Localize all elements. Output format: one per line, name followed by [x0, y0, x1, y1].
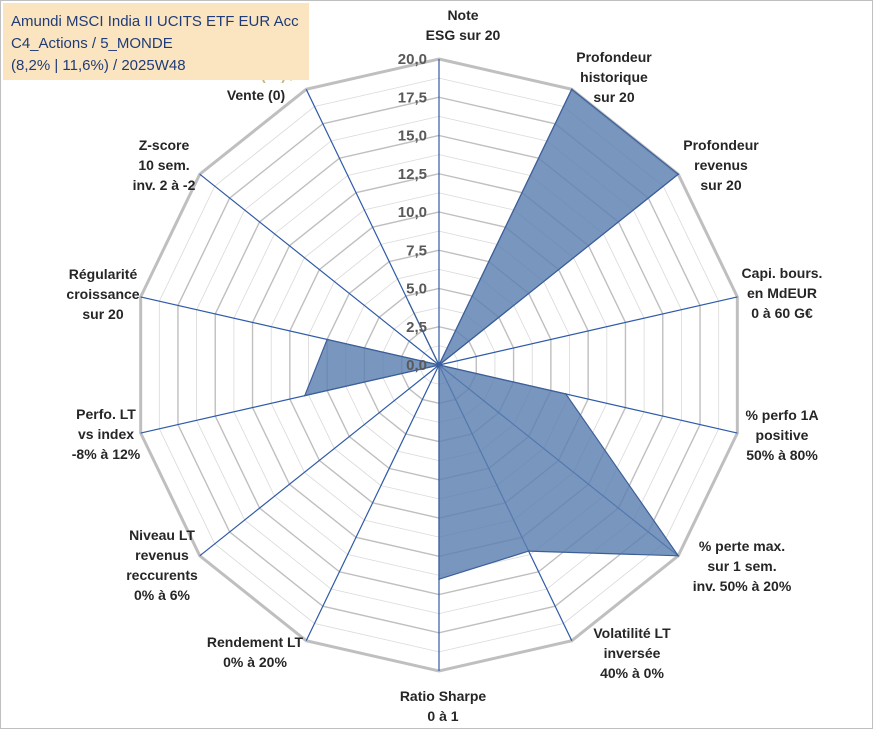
chart-title-box: Amundi MSCI India II UCITS ETF EUR Acc C…	[3, 3, 309, 80]
tick-label: 5,0	[406, 281, 427, 298]
data-point	[677, 173, 680, 176]
spoke-line	[199, 364, 440, 557]
data-point	[677, 554, 680, 557]
data-point	[303, 394, 306, 397]
axis-label: Volatilité LT inversée 40% à 0%	[593, 625, 671, 681]
tick-label: 12,5	[398, 166, 427, 183]
tick-label: 20,0	[398, 51, 427, 68]
axis-label: Capi. bours. en MdEUR 0 à 60 G€	[742, 265, 823, 321]
spoke-line	[199, 173, 440, 366]
title-line-3: (8,2% | 11,6%) / 2025W48	[11, 57, 186, 74]
title-line-1: Amundi MSCI India II UCITS ETF EUR Acc	[11, 13, 299, 30]
tick-label: 15,0	[398, 128, 427, 145]
axis-label: Niveau LT revenus reccurents 0% à 6%	[126, 527, 198, 603]
axis-label: % perte max. sur 1 sem. inv. 50% à 20%	[693, 538, 792, 594]
axis-label: Profondeur historique sur 20	[576, 49, 652, 105]
axis-labels: Note ESG sur 20 Profondeur historique sur 20…	[66, 7, 822, 724]
tick-label: 10,0	[398, 204, 427, 221]
axis-label: % perfo 1A positive 50% à 80%	[745, 407, 818, 463]
data-point	[438, 578, 440, 580]
data-point	[570, 88, 573, 91]
tick-label: 7,5	[406, 242, 427, 259]
axis-label: Régularité croissance sur 20	[66, 266, 139, 322]
axis-label: Ratio Sharpe 0 à 1	[400, 688, 487, 724]
title-line-2: C4_Actions / 5_MONDE	[11, 35, 173, 52]
radar-series	[303, 88, 680, 581]
data-point	[408, 302, 410, 304]
axis-label: Note ESG sur 20	[426, 7, 501, 43]
data-point	[527, 550, 530, 552]
spoke-line	[305, 364, 440, 641]
tick-label: 17,5	[398, 89, 427, 106]
spoke-line	[438, 296, 738, 366]
axis-label: Rendement LT 0% à 20%	[207, 634, 304, 670]
tick-label: 0,0	[406, 357, 427, 374]
data-point	[438, 364, 440, 366]
data-point	[326, 338, 328, 341]
radial-tick-labels: 0,0 2,5 5,0 7,5 10,0 12,5 15,0 17,5 20,0	[398, 51, 427, 374]
axis-label: Z-score 10 sem. inv. 2 à -2	[133, 137, 196, 193]
series-area	[303, 88, 680, 581]
data-point	[564, 393, 567, 395]
axis-label: Profondeur revenus sur 20	[683, 137, 759, 193]
axis-label: Perfo. LT vs index -8% à 12%	[72, 406, 141, 462]
tick-label: 2,5	[406, 319, 427, 336]
